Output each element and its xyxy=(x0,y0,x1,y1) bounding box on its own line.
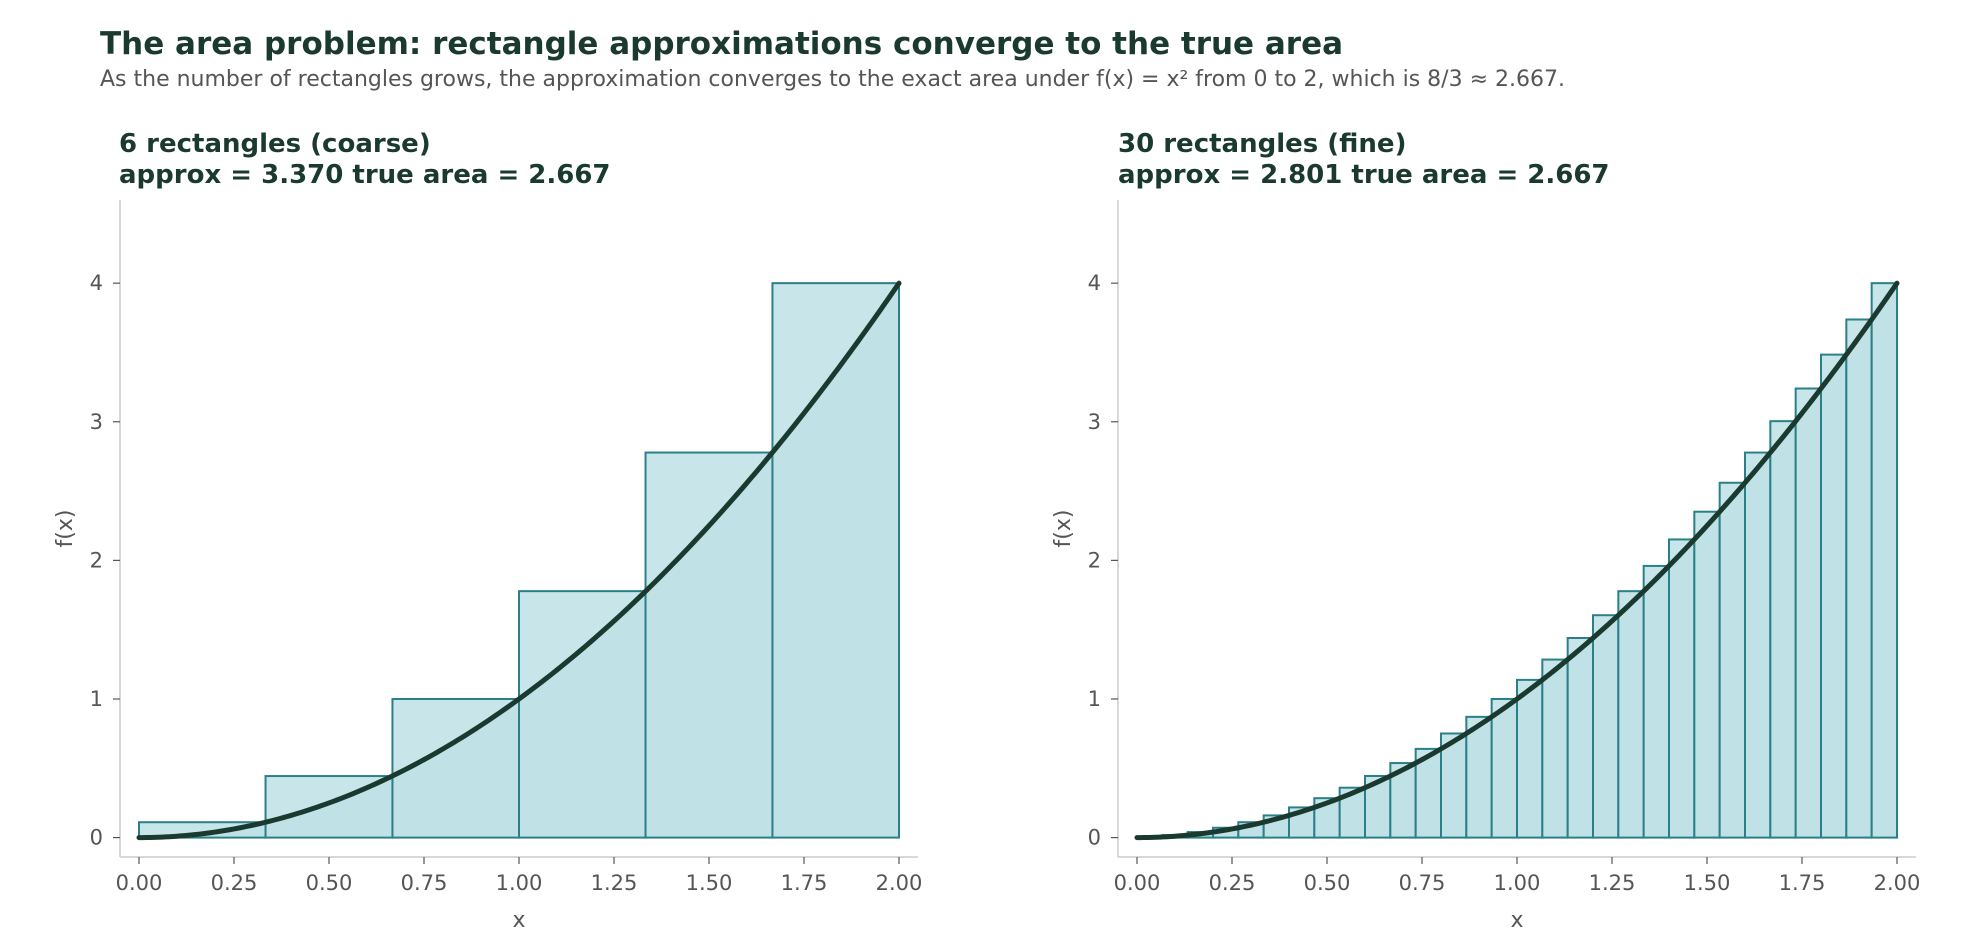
panel-title: 6 rectangles (coarse) xyxy=(119,129,431,159)
y-axis-label: f(x) xyxy=(53,510,78,548)
y-tick-label: 0 xyxy=(90,826,103,850)
panel-subtitle: approx = 3.370 true area = 2.667 xyxy=(119,160,611,190)
bar-under-curve xyxy=(1567,638,1593,838)
bar-under-curve xyxy=(1491,698,1517,838)
y-tick-label: 3 xyxy=(1088,410,1101,434)
x-tick-label: 1.50 xyxy=(1684,871,1731,895)
x-tick-label: 1.00 xyxy=(496,871,543,895)
bar-under-curve xyxy=(1694,511,1720,838)
x-tick-label: 0.50 xyxy=(1304,871,1351,895)
x-tick-label: 1.25 xyxy=(1589,871,1636,895)
x-tick-label: 0.75 xyxy=(401,871,448,895)
x-tick-label: 2.00 xyxy=(876,871,923,895)
bar-under-curve xyxy=(1365,775,1391,838)
x-axis-label: x xyxy=(512,908,525,933)
bar-under-curve xyxy=(1643,565,1669,838)
function-curve xyxy=(1134,280,1900,841)
x-tick-label: 0.50 xyxy=(306,871,353,895)
page-title: The area problem: rectangle approximatio… xyxy=(100,26,1344,62)
bar-under-curve xyxy=(1517,679,1543,838)
y-tick-label: 2 xyxy=(1088,548,1101,572)
x-tick-label: 1.00 xyxy=(1494,871,1541,895)
bar-under-curve xyxy=(1314,798,1340,838)
page-subtitle: As the number of rectangles grows, the a… xyxy=(100,67,1565,92)
x-tick-label: 1.75 xyxy=(1779,871,1826,895)
x-tick-label: 0.25 xyxy=(1209,871,1256,895)
bar-6 xyxy=(771,282,901,839)
y-axis-label: f(x) xyxy=(1051,510,1076,548)
bar-under-curve xyxy=(1719,482,1745,838)
bar-under-curve xyxy=(1390,763,1416,838)
panel-subtitle: approx = 2.801 true area = 2.667 xyxy=(1118,160,1610,190)
bar-under-curve xyxy=(392,698,519,838)
bar-under-curve xyxy=(1770,421,1796,838)
panel-title: 30 rectangles (fine) xyxy=(1118,129,1406,159)
bar-under-curve xyxy=(1542,659,1568,838)
bar-under-curve xyxy=(1339,787,1365,838)
y-tick-label: 4 xyxy=(90,271,103,295)
y-tick-label: 0 xyxy=(1088,826,1101,850)
bar-under-curve xyxy=(1466,716,1492,838)
function-curve xyxy=(136,280,902,841)
x-tick-label: 0.00 xyxy=(1114,871,1161,895)
x-axis-label: x xyxy=(1510,908,1523,933)
bar-under-curve xyxy=(772,283,899,838)
bar-under-curve xyxy=(1846,319,1872,838)
bar-under-curve xyxy=(1618,591,1644,838)
bar-under-curve xyxy=(1871,283,1897,838)
bar-under-curve xyxy=(1441,733,1467,838)
y-tick-label: 3 xyxy=(90,410,103,434)
bar-under-curve xyxy=(1745,452,1771,838)
y-tick-label: 2 xyxy=(90,548,103,572)
bar-under-curve xyxy=(139,822,266,838)
y-tick-label: 1 xyxy=(1088,687,1101,711)
x-tick-label: 0.00 xyxy=(116,871,163,895)
x-tick-label: 1.25 xyxy=(591,871,638,895)
x-tick-label: 1.75 xyxy=(781,871,828,895)
bar-under-curve xyxy=(1415,748,1441,838)
bar-under-curve xyxy=(1795,388,1821,838)
bar-under-curve xyxy=(1821,354,1847,838)
y-tick-label: 1 xyxy=(90,687,103,711)
y-tick-label: 4 xyxy=(1088,271,1101,295)
bar-under-curve xyxy=(1669,539,1695,838)
x-tick-label: 2.00 xyxy=(1874,871,1921,895)
bar-under-curve xyxy=(645,452,773,838)
bar-under-curve xyxy=(519,591,646,838)
x-tick-label: 0.25 xyxy=(211,871,258,895)
bar-under-curve xyxy=(1593,615,1619,838)
bar-30 xyxy=(1870,282,1898,839)
x-tick-label: 1.50 xyxy=(686,871,733,895)
x-tick-label: 0.75 xyxy=(1399,871,1446,895)
